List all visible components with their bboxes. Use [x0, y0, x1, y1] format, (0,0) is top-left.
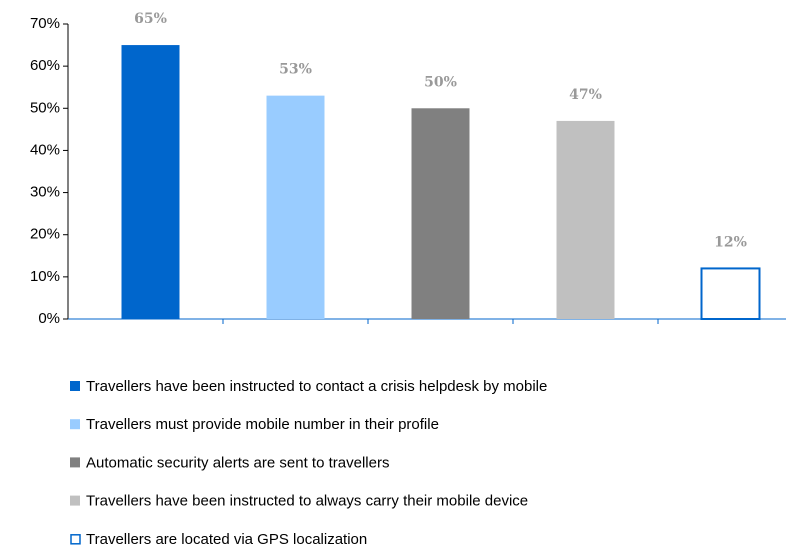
value-label: 12% [714, 234, 747, 250]
bar [556, 120, 615, 319]
y-tick-label: 10% [30, 268, 60, 285]
bar [121, 45, 180, 319]
value-label: 53% [279, 62, 312, 78]
value-label: 50% [424, 74, 457, 90]
legend-label: Travellers are located via GPS localizat… [86, 531, 367, 548]
legend-swatch [70, 457, 80, 468]
value-label: 47% [569, 87, 602, 103]
y-tick-label: 70% [30, 15, 60, 32]
y-tick-label: 60% [30, 57, 60, 74]
legend-label: Automatic security alerts are sent to tr… [86, 454, 389, 471]
y-tick-label: 20% [30, 226, 60, 243]
legend-swatch [70, 534, 81, 545]
y-tick-label: 40% [30, 141, 60, 158]
legend-swatch [70, 495, 80, 506]
bar [700, 267, 761, 320]
legend-label: Travellers must provide mobile number in… [86, 416, 439, 433]
legend-swatch [70, 419, 80, 430]
legend-label: Travellers have been instructed to conta… [86, 378, 547, 395]
value-label: 65% [134, 11, 167, 27]
y-tick-label: 30% [30, 184, 60, 201]
legend-swatch [70, 381, 80, 391]
bar [266, 95, 325, 320]
y-tick-label: 0% [38, 310, 60, 327]
bar [411, 108, 470, 320]
legend-label: Travellers have been instructed to alway… [86, 493, 528, 510]
y-tick-label: 50% [30, 99, 60, 116]
